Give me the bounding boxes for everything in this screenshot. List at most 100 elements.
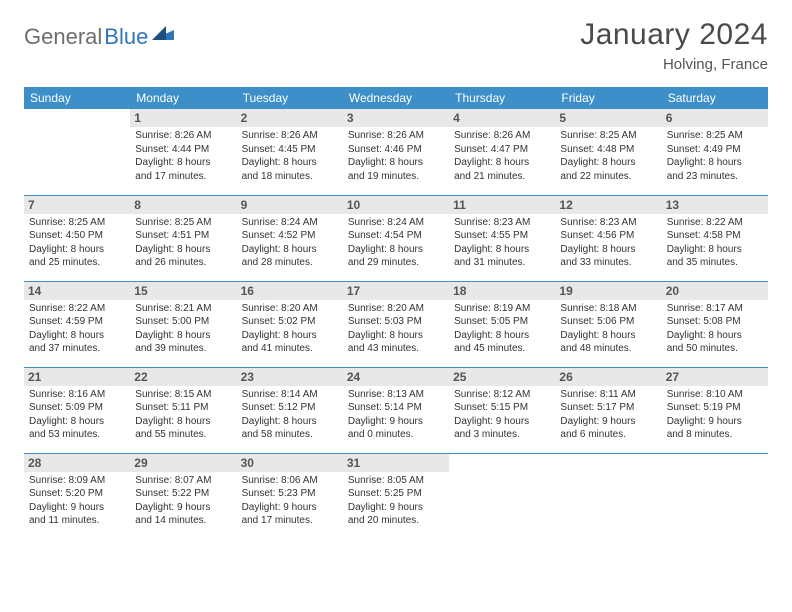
day-number: 16 [237, 282, 343, 300]
day-info: Sunrise: 8:26 AMSunset: 4:45 PMDaylight:… [241, 129, 339, 183]
calendar-week-row: 1 Sunrise: 8:26 AMSunset: 4:44 PMDaylight… [24, 109, 768, 195]
calendar-day-cell [24, 109, 130, 195]
calendar-day-cell: 4 Sunrise: 8:26 AMSunset: 4:47 PMDaylight… [449, 109, 555, 195]
weekday-header: Thursday [449, 87, 555, 109]
month-title: January 2024 [580, 18, 768, 52]
calendar-day-cell: 7 Sunrise: 8:25 AMSunset: 4:50 PMDaylight… [24, 195, 130, 281]
day-info: Sunrise: 8:11 AMSunset: 5:17 PMDaylight:… [559, 388, 657, 442]
day-info: Sunrise: 8:21 AMSunset: 5:00 PMDaylight:… [134, 302, 232, 356]
day-number: 18 [449, 282, 555, 300]
calendar-day-cell: 23 Sunrise: 8:14 AMSunset: 5:12 PMDayligh… [237, 367, 343, 453]
calendar-day-cell: 28Sunrise: 8:09 AMSunset: 5:20 PMDayligh… [24, 453, 130, 539]
calendar-day-cell: 9 Sunrise: 8:24 AMSunset: 4:52 PMDaylight… [237, 195, 343, 281]
day-number: 7 [24, 196, 130, 214]
day-info: Sunrise: 8:17 AMSunset: 5:08 PMDaylight:… [666, 302, 764, 356]
calendar-day-cell: 5Sunrise: 8:25 AMSunset: 4:48 PMDaylight… [555, 109, 661, 195]
calendar-day-cell: 2 Sunrise: 8:26 AMSunset: 4:45 PMDaylight… [237, 109, 343, 195]
weekday-header: Friday [555, 87, 661, 109]
weekday-header: Wednesday [343, 87, 449, 109]
calendar-day-cell: 18 Sunrise: 8:19 AMSunset: 5:05 PMDayligh… [449, 281, 555, 367]
day-number: 10 [343, 196, 449, 214]
calendar-day-cell: 22 Sunrise: 8:15 AMSunset: 5:11 PMDayligh… [130, 367, 236, 453]
day-number: 31 [343, 454, 449, 472]
calendar-day-cell: 26 Sunrise: 8:11 AMSunset: 5:17 PMDayligh… [555, 367, 661, 453]
day-info: Sunrise: 8:07 AMSunset: 5:22 PMDaylight:… [134, 474, 232, 528]
calendar-week-row: 14 Sunrise: 8:22 AMSunset: 4:59 PMDayligh… [24, 281, 768, 367]
day-number: 13 [662, 196, 768, 214]
day-number: 3 [343, 109, 449, 127]
day-info: Sunrise: 8:22 AMSunset: 4:59 PMDaylight:… [28, 302, 126, 356]
calendar-body: 1 Sunrise: 8:26 AMSunset: 4:44 PMDaylight… [24, 109, 768, 539]
calendar-day-cell: 8 Sunrise: 8:25 AMSunset: 4:51 PMDaylight… [130, 195, 236, 281]
day-info: Sunrise: 8:18 AMSunset: 5:06 PMDaylight:… [559, 302, 657, 356]
calendar-day-cell: 12Sunrise: 8:23 AMSunset: 4:56 PMDayligh… [555, 195, 661, 281]
day-info: Sunrise: 8:26 AMSunset: 4:47 PMDaylight:… [453, 129, 551, 183]
day-info: Sunrise: 8:22 AMSunset: 4:58 PMDaylight:… [666, 216, 764, 270]
calendar-day-cell [555, 453, 661, 539]
calendar-day-cell: 19 Sunrise: 8:18 AMSunset: 5:06 PMDayligh… [555, 281, 661, 367]
logo-flag-icon [152, 26, 174, 49]
calendar-table: SundayMondayTuesdayWednesdayThursdayFrid… [24, 87, 768, 539]
logo-text-blue: Blue [104, 24, 148, 50]
day-number: 14 [24, 282, 130, 300]
calendar-day-cell: 21Sunrise: 8:16 AMSunset: 5:09 PMDayligh… [24, 367, 130, 453]
title-block: January 2024 Holving, France [580, 18, 768, 73]
day-info: Sunrise: 8:09 AMSunset: 5:20 PMDaylight:… [28, 474, 126, 528]
day-info: Sunrise: 8:19 AMSunset: 5:05 PMDaylight:… [453, 302, 551, 356]
calendar-head: SundayMondayTuesdayWednesdayThursdayFrid… [24, 87, 768, 109]
calendar-day-cell: 25 Sunrise: 8:12 AMSunset: 5:15 PMDayligh… [449, 367, 555, 453]
day-info: Sunrise: 8:24 AMSunset: 4:52 PMDaylight:… [241, 216, 339, 270]
day-number: 27 [662, 368, 768, 386]
day-info: Sunrise: 8:25 AMSunset: 4:50 PMDaylight:… [28, 216, 126, 270]
day-info: Sunrise: 8:05 AMSunset: 5:25 PMDaylight:… [347, 474, 445, 528]
calendar-day-cell: 14 Sunrise: 8:22 AMSunset: 4:59 PMDayligh… [24, 281, 130, 367]
day-number: 15 [130, 282, 236, 300]
location-label: Holving, France [580, 56, 768, 73]
calendar-day-cell: 10 Sunrise: 8:24 AMSunset: 4:54 PMDayligh… [343, 195, 449, 281]
calendar-day-cell: 27Sunrise: 8:10 AMSunset: 5:19 PMDayligh… [662, 367, 768, 453]
day-info: Sunrise: 8:25 AMSunset: 4:49 PMDaylight:… [666, 129, 764, 183]
day-number: 1 [130, 109, 236, 127]
weekday-header: Sunday [24, 87, 130, 109]
day-number: 26 [555, 368, 661, 386]
day-number: 23 [237, 368, 343, 386]
calendar-week-row: 7 Sunrise: 8:25 AMSunset: 4:50 PMDaylight… [24, 195, 768, 281]
calendar-day-cell: 30Sunrise: 8:06 AMSunset: 5:23 PMDayligh… [237, 453, 343, 539]
day-info: Sunrise: 8:26 AMSunset: 4:44 PMDaylight:… [134, 129, 232, 183]
day-info: Sunrise: 8:16 AMSunset: 5:09 PMDaylight:… [28, 388, 126, 442]
calendar-day-cell: 29 Sunrise: 8:07 AMSunset: 5:22 PMDayligh… [130, 453, 236, 539]
day-info: Sunrise: 8:20 AMSunset: 5:03 PMDaylight:… [347, 302, 445, 356]
day-number: 8 [130, 196, 236, 214]
day-number: 30 [237, 454, 343, 472]
calendar-day-cell: 11Sunrise: 8:23 AMSunset: 4:55 PMDayligh… [449, 195, 555, 281]
day-info: Sunrise: 8:15 AMSunset: 5:11 PMDaylight:… [134, 388, 232, 442]
calendar-week-row: 21Sunrise: 8:16 AMSunset: 5:09 PMDayligh… [24, 367, 768, 453]
day-number: 22 [130, 368, 236, 386]
day-number: 2 [237, 109, 343, 127]
calendar-day-cell: 16 Sunrise: 8:20 AMSunset: 5:02 PMDayligh… [237, 281, 343, 367]
day-number: 19 [555, 282, 661, 300]
day-number: 4 [449, 109, 555, 127]
day-info: Sunrise: 8:14 AMSunset: 5:12 PMDaylight:… [241, 388, 339, 442]
calendar-day-cell: 15 Sunrise: 8:21 AMSunset: 5:00 PMDayligh… [130, 281, 236, 367]
day-info: Sunrise: 8:23 AMSunset: 4:55 PMDaylight:… [453, 216, 551, 270]
calendar-day-cell: 17Sunrise: 8:20 AMSunset: 5:03 PMDayligh… [343, 281, 449, 367]
day-info: Sunrise: 8:12 AMSunset: 5:15 PMDaylight:… [453, 388, 551, 442]
day-number: 9 [237, 196, 343, 214]
day-info: Sunrise: 8:13 AMSunset: 5:14 PMDaylight:… [347, 388, 445, 442]
day-number: 25 [449, 368, 555, 386]
day-number: 29 [130, 454, 236, 472]
calendar-day-cell [449, 453, 555, 539]
logo: General Blue [24, 24, 174, 50]
day-info: Sunrise: 8:24 AMSunset: 4:54 PMDaylight:… [347, 216, 445, 270]
logo-text-general: General [24, 24, 102, 50]
day-info: Sunrise: 8:20 AMSunset: 5:02 PMDaylight:… [241, 302, 339, 356]
day-number: 12 [555, 196, 661, 214]
calendar-day-cell: 31 Sunrise: 8:05 AMSunset: 5:25 PMDayligh… [343, 453, 449, 539]
weekday-header: Saturday [662, 87, 768, 109]
calendar-day-cell [662, 453, 768, 539]
weekday-header: Tuesday [237, 87, 343, 109]
day-info: Sunrise: 8:25 AMSunset: 4:51 PMDaylight:… [134, 216, 232, 270]
calendar-day-cell: 1 Sunrise: 8:26 AMSunset: 4:44 PMDaylight… [130, 109, 236, 195]
day-number: 20 [662, 282, 768, 300]
